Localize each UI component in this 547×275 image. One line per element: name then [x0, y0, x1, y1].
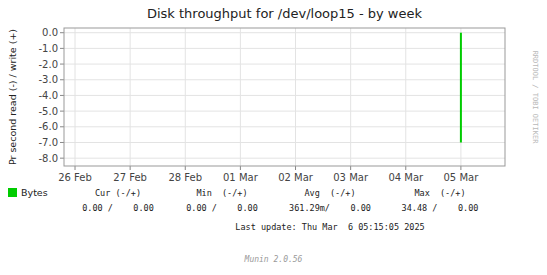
side-label: RRDTOOL / TOBI OETIKER	[531, 51, 539, 145]
y-tick-label: -1.0	[38, 43, 58, 54]
x-tick-label: 27 Feb	[113, 172, 147, 183]
x-tick	[185, 166, 186, 170]
x-tick-label: 03 Mar	[333, 172, 369, 183]
y-tick	[60, 158, 64, 159]
x-grid-line	[295, 28, 296, 166]
x-tick-label: 05 Mar	[444, 172, 480, 183]
x-tick	[75, 166, 76, 170]
y-tick	[60, 32, 64, 33]
footer-header: Max (-/+)	[414, 188, 465, 198]
x-grid-line	[350, 28, 351, 166]
y-tick	[60, 126, 64, 127]
footer-update: Last update: Thu Mar 6 05:15:05 2025	[235, 222, 424, 232]
x-tick-label: 04 Mar	[388, 172, 424, 183]
x-tick-label: 28 Feb	[168, 172, 202, 183]
y-tick	[60, 64, 64, 65]
x-tick	[460, 166, 461, 170]
title: Disk throughput for /dev/loop15 - by wee…	[147, 6, 423, 21]
footer-value: 0.00 / 0.00	[186, 203, 258, 213]
y-tick	[60, 95, 64, 96]
y-tick-label: -3.0	[38, 74, 58, 85]
y-tick	[60, 48, 64, 49]
axes: 0.0 -1.0 -2.0 -3.0 -4.0 -5.0 -6.0 -7.0 -8.026 Fe…	[38, 27, 479, 183]
footer-header: Cur (-/+)	[95, 188, 141, 198]
version-label: Munin 2.0.56	[244, 255, 303, 264]
grid	[64, 28, 505, 166]
y-tick	[60, 142, 64, 143]
series-line	[460, 33, 462, 143]
y-axis-label: Pr second read (-) / write (+)	[7, 29, 18, 165]
x-tick-label: 01 Mar	[223, 172, 259, 183]
footer-value: 34.48 / 0.00	[402, 203, 479, 213]
legend-swatch	[8, 188, 17, 197]
x-grid-line	[240, 28, 241, 166]
x-tick-label: 26 Feb	[58, 172, 92, 183]
plot-background	[64, 28, 505, 166]
x-grid-line	[405, 28, 406, 166]
y-tick-label: -4.0	[38, 90, 58, 101]
x-grid-line	[75, 28, 76, 166]
annotations: Cur (-/+) 0.00 / 0.00 Min (-/+) 0.00 / 0.00…	[82, 51, 539, 264]
data-layer	[460, 33, 461, 143]
footer-header: Min (-/+)	[196, 188, 247, 198]
x-tick	[350, 166, 351, 170]
chart: Disk throughput for /dev/loop15 - by wee…	[0, 0, 547, 275]
x-tick	[405, 166, 406, 170]
y-tick	[60, 111, 64, 112]
x-tick	[295, 166, 296, 170]
x-grid-line	[185, 28, 186, 166]
y-tick-label: -7.0	[38, 137, 58, 148]
y-tick-label: 0.0	[42, 27, 58, 38]
legend: Bytes	[8, 187, 48, 198]
y-tick-label: -6.0	[38, 121, 58, 132]
x-tick	[240, 166, 241, 170]
y-tick-label: -8.0	[38, 153, 58, 164]
plot-frame	[64, 28, 505, 166]
y-tick-label: -2.0	[38, 59, 58, 70]
x-tick	[130, 166, 131, 170]
y-tick	[60, 79, 64, 80]
legend-label: Bytes	[21, 187, 48, 198]
page: {"chart_data": {"type": "line", "title":…	[0, 0, 547, 275]
x-grid-line	[130, 28, 131, 166]
y-tick-label: -5.0	[38, 106, 58, 117]
footer-value: 361.29m/ 0.00	[289, 203, 371, 213]
footer-value: 0.00 / 0.00	[82, 203, 154, 213]
footer-header: Avg (-/+)	[304, 188, 355, 198]
x-grid-line	[460, 28, 461, 166]
x-tick-label: 02 Mar	[278, 172, 314, 183]
